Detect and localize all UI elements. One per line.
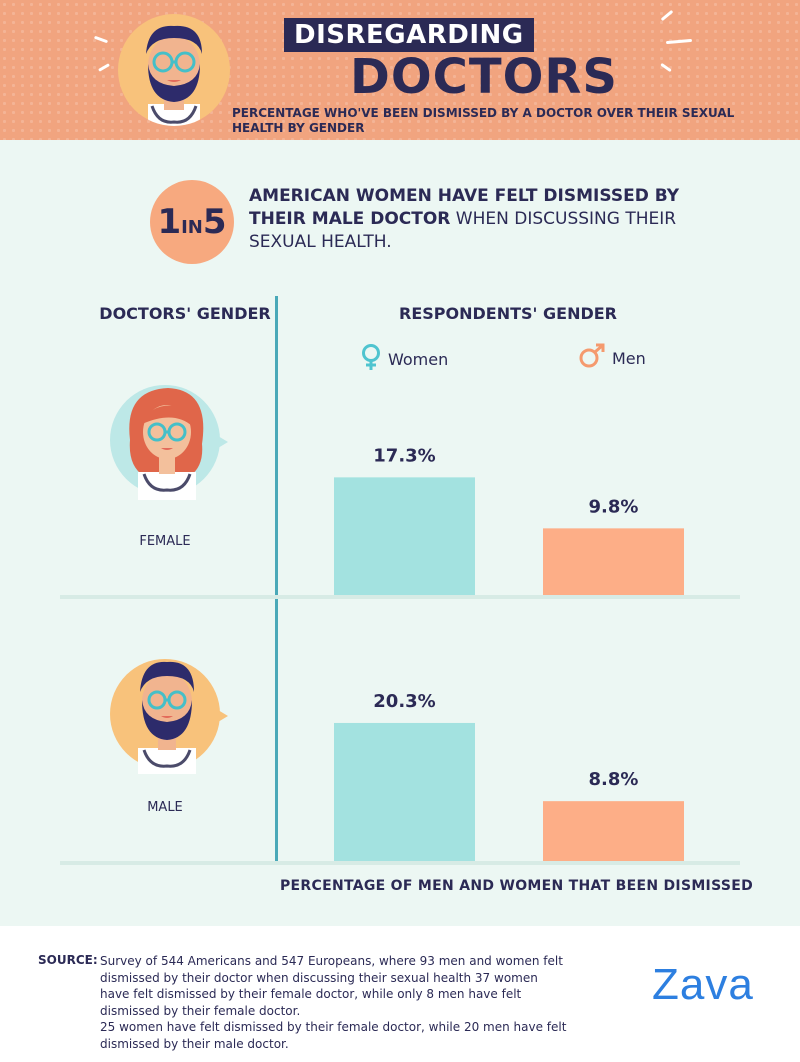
female-doctor-label: FEMALE <box>139 534 191 549</box>
stat-badge: 1IN5 <box>150 180 234 264</box>
title-line-1: DISREGARDING <box>284 18 534 52</box>
data-label-women-male: 20.3% <box>373 691 435 712</box>
legend-men: Men <box>578 343 646 373</box>
source-paragraph-1: Survey of 544 Americans and 547 European… <box>100 954 563 1018</box>
stat-number-2: 5 <box>202 202 227 242</box>
legend-men-label: Men <box>612 348 646 368</box>
header-subtitle: PERCENTAGE WHO'VE BEEN DISMISSED BY A DO… <box>232 106 735 135</box>
male-doctor-header-avatar <box>118 14 230 126</box>
stat-text-bold: AMERICAN WOMEN HAVE FELT DISMISSED BY TH… <box>249 186 680 229</box>
zava-logo: Zava <box>652 960 754 1009</box>
doctors-gender-header: DOCTORS' GENDER <box>0 304 330 323</box>
male-doctor-label: MALE <box>147 800 183 815</box>
male-doctor-avatar <box>110 654 230 774</box>
bar-men-male <box>543 801 684 861</box>
header-banner: DISREGARDING DOCTORS PERCENTAGE WHO'VE B… <box>0 0 800 140</box>
title-line-2: DOCTORS <box>350 49 618 105</box>
bar-women-male <box>334 722 475 861</box>
legend-women: Women <box>360 343 448 375</box>
source-paragraph-2: 25 women have felt dismissed by their fe… <box>100 1020 567 1051</box>
bar-women-female <box>334 477 475 595</box>
data-label-men-female: 9.8% <box>589 496 639 517</box>
baseline-female-row <box>60 595 740 599</box>
source-text: Survey of 544 Americans and 547 European… <box>100 953 570 1052</box>
stat-statement: AMERICAN WOMEN HAVE FELT DISMISSED BY TH… <box>249 185 719 254</box>
female-symbol-icon <box>360 343 382 375</box>
stat-word-in: IN <box>181 217 203 238</box>
bar-men-female <box>543 528 684 595</box>
respondents-gender-header: RESPONDENTS' GENDER <box>399 304 617 323</box>
x-axis-label: PERCENTAGE OF MEN AND WOMEN THAT BEEN DI… <box>280 878 753 894</box>
stat-text-regular: WHEN DISCUSSING THEIR SEXUAL HEALTH. <box>249 209 677 252</box>
legend-women-label: Women <box>388 349 449 369</box>
doctors-gender-label: DOCTORS' GENDER <box>99 304 271 323</box>
baseline-male-row <box>60 861 740 865</box>
source-label: SOURCE: <box>38 953 98 967</box>
data-label-men-male: 8.8% <box>589 769 639 790</box>
stat-number-1: 1 <box>157 202 182 242</box>
data-label-women-female: 17.3% <box>373 445 435 466</box>
column-divider <box>275 296 278 864</box>
female-doctor-avatar <box>110 380 230 500</box>
male-symbol-icon <box>578 343 606 373</box>
